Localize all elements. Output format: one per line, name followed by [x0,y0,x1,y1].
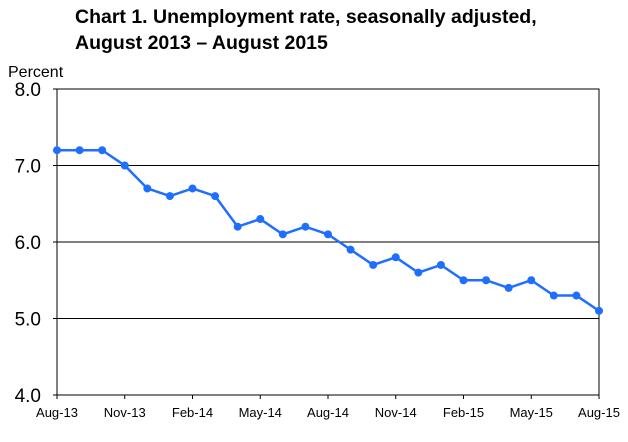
data-point-Sep-13 [75,146,84,155]
x-axis-ticks: Aug-13 Nov-13 Feb-14 May-14 Aug-14 Nov-14 Feb-… [36,395,620,420]
x-tick-label: Nov-13 [104,405,146,420]
data-point-Oct-14 [369,260,378,269]
x-tick-label: May-15 [510,405,553,420]
data-point-Aug-13 [53,146,61,155]
y-tick-label: 8.0 [15,80,41,101]
chart-title: Chart 1. Unemployment rate, seasonally a… [75,4,537,56]
data-point-Nov-14 [391,253,400,262]
data-point-Jul-15 [572,291,581,300]
data-point-May-15 [527,276,536,285]
data-point-Jan-15 [436,260,445,269]
data-point-Jul-14 [301,222,310,231]
y-tick-label: 6.0 [15,233,41,254]
chart-title-line1: Chart 1. Unemployment rate, seasonally a… [75,6,537,28]
data-point-Jan-14 [165,192,174,201]
data-point-Feb-15 [459,276,468,285]
data-point-Mar-15 [482,276,491,285]
data-point-Aug-15 [595,306,603,315]
x-tick-label: May-14 [239,405,282,420]
data-point-Aug-14 [324,230,332,239]
y-axis-label: Percent [8,64,64,81]
y-tick-label: 4.0 [15,386,41,407]
chart-title-line2: August 2013 – August 2015 [75,32,328,54]
x-tick-label: Nov-14 [375,405,417,420]
y-tick-label: 7.0 [15,157,41,178]
x-tick-label: Feb-15 [443,405,484,420]
y-tick-label: 5.0 [15,310,41,331]
data-point-May-14 [256,215,265,224]
data-points [53,146,603,315]
data-point-Dec-14 [414,268,423,277]
data-point-Nov-13 [120,161,129,170]
data-point-Mar-14 [211,192,220,201]
gridlines [57,165,599,319]
x-tick-label: Feb-14 [172,405,213,420]
data-point-Jun-14 [278,230,287,239]
x-tick-label: Aug-13 [36,405,78,420]
x-tick-label: Aug-14 [307,405,349,420]
data-point-Apr-15 [504,283,513,292]
data-point-Oct-13 [98,146,107,155]
data-point-Dec-13 [143,184,152,193]
y-axis-ticks: 4.0 5.0 6.0 7.0 8.0 [15,80,57,407]
data-point-Apr-14 [233,222,242,231]
data-point-Feb-14 [188,184,197,193]
data-point-Jun-15 [549,291,558,300]
x-tick-label: Aug-15 [578,405,620,420]
data-point-Sep-14 [346,245,355,254]
